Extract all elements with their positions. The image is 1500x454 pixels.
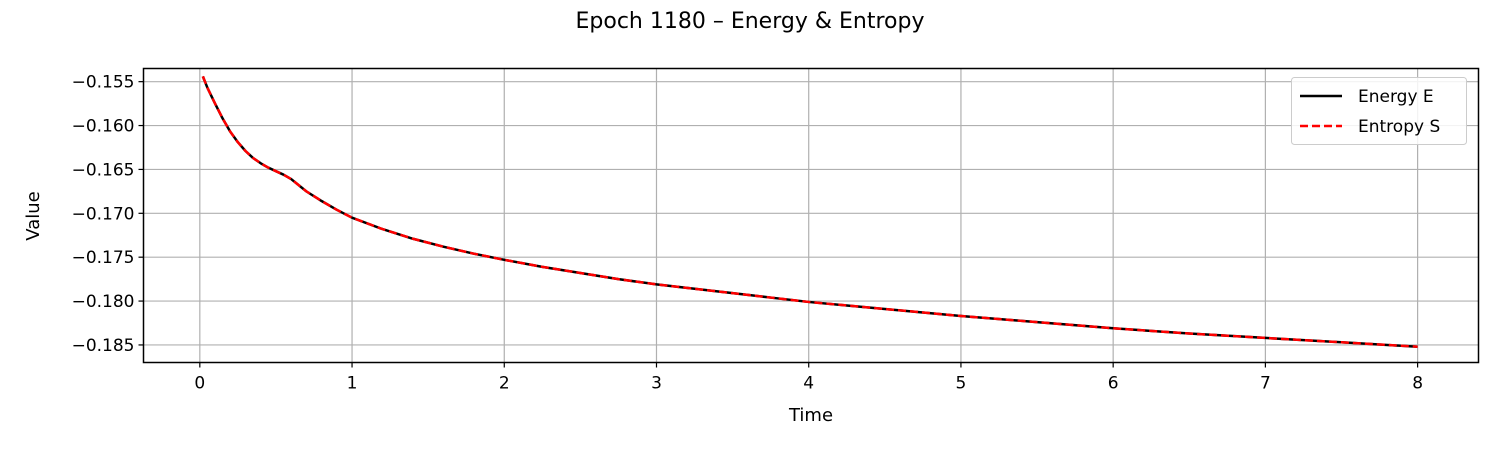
x-tick-label: 2 (499, 374, 510, 394)
x-tick-label: 3 (651, 374, 662, 394)
y-tick-label: −0.180 (72, 292, 135, 312)
grid-layer (143, 68, 1479, 363)
x-tick-label: 8 (1412, 374, 1423, 394)
x-axis-label: Time (788, 405, 833, 426)
y-tick-label: −0.165 (72, 160, 135, 180)
chart-title: Epoch 1180 – Energy & Entropy (576, 9, 925, 34)
series-line-entropy (201, 75, 1418, 348)
series-layer (201, 75, 1418, 348)
x-tick-label: 6 (1108, 374, 1119, 394)
y-axis-label: Value (23, 191, 44, 240)
legend-label-entropy: Entropy S (1358, 117, 1440, 137)
ticks-layer: 0 1 2 3 4 5 6 7 8 −0.155 −0.160 −0.165 −0.170 −0.175 −… (72, 73, 1423, 394)
y-tick-label: −0.155 (72, 73, 135, 93)
x-tick-label: 0 (194, 374, 205, 394)
x-tick-label: 5 (956, 374, 967, 394)
y-tick-label: −0.175 (72, 248, 135, 268)
legend-label-energy: Energy E (1358, 87, 1434, 107)
legend: Energy E Entropy S (1291, 77, 1467, 145)
y-tick-label: −0.185 (72, 336, 135, 356)
x-tick-label: 7 (1260, 374, 1271, 394)
series-line-energy (201, 75, 1418, 348)
x-tick-label: 4 (803, 374, 814, 394)
x-tick-label: 1 (347, 374, 358, 394)
plot-area-frame (142, 67, 1480, 364)
legend-box (1291, 77, 1467, 145)
y-tick-label: −0.160 (72, 117, 135, 137)
y-tick-label: −0.170 (72, 204, 135, 224)
